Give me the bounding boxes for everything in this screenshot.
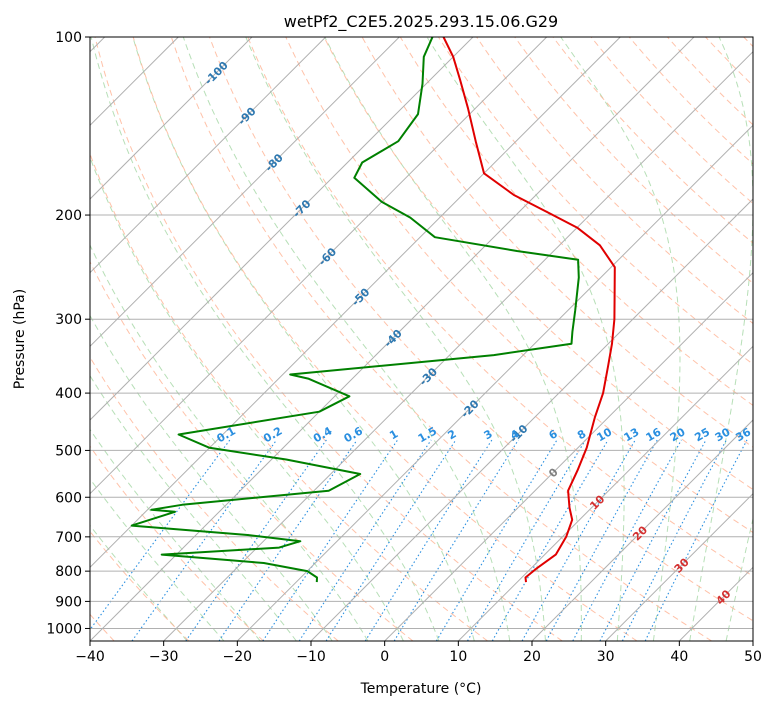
y-tick-label: 900 — [55, 594, 82, 610]
dry-adiabat — [514, 37, 753, 284]
mixing-ratio-line — [90, 439, 231, 631]
plot-frame — [89, 36, 754, 642]
x-tick-label: −20 — [223, 649, 253, 665]
dry-adiabat — [590, 37, 753, 205]
isotherm — [605, 492, 753, 641]
background-lines — [90, 37, 753, 641]
isotherm — [163, 50, 753, 641]
y-axis-label: Pressure (hPa) — [12, 289, 28, 389]
x-tick-label: 50 — [744, 649, 762, 665]
moist-adiabat — [90, 374, 297, 641]
plot-background — [90, 37, 753, 641]
y-tick-label: 300 — [55, 312, 82, 328]
dry-adiabat — [399, 37, 753, 406]
mixing-ratio-line — [393, 439, 519, 641]
dry-adiabat — [170, 37, 712, 641]
x-tick-label: 40 — [670, 649, 688, 665]
x-tick-label: 30 — [597, 649, 615, 665]
moist-adiabat — [132, 37, 475, 641]
dry-adiabat — [209, 37, 753, 622]
isotherm — [384, 271, 753, 641]
dry-adiabat — [94, 37, 563, 641]
x-tick-label: 10 — [449, 649, 467, 665]
moist-adiabat — [245, 37, 546, 641]
moist-adiabat — [90, 428, 261, 641]
moist-adiabat — [90, 524, 188, 641]
isotherm — [90, 37, 474, 421]
mixing-ratio-line — [521, 439, 636, 641]
x-tick-label: −30 — [149, 649, 179, 665]
isotherm — [531, 419, 753, 641]
dry-adiabat — [247, 37, 753, 577]
moist-adiabat — [90, 156, 404, 641]
dry-adiabat — [323, 37, 753, 491]
dry-adiabat — [476, 37, 753, 325]
y-tick-label: 800 — [55, 564, 82, 580]
isotherm — [90, 37, 400, 348]
x-axis-label: Temperature (°C) — [360, 681, 482, 697]
mixing-ratio-line — [599, 439, 707, 641]
mixing-ratio-line — [185, 439, 327, 641]
isotherm — [90, 37, 253, 200]
dewpoint-profile-line — [130, 37, 580, 583]
y-tick-label: 100 — [55, 30, 82, 46]
x-tick-label: −40 — [75, 649, 105, 665]
isotherm — [90, 37, 327, 274]
y-tick-label: 1000 — [46, 621, 82, 637]
y-tick-label: 700 — [55, 530, 82, 546]
y-tick-label: 200 — [55, 208, 82, 224]
moist-adiabat — [90, 37, 440, 641]
axes: −40 −30 −20 −10 0 10 20 30 40 50 100 200 300 400 500 60… — [46, 30, 762, 665]
moist-adiabat — [560, 37, 681, 641]
y-tick-label: 600 — [55, 490, 82, 506]
isotherm — [236, 124, 753, 641]
isotherm — [457, 345, 753, 641]
y-tick-label: 400 — [55, 386, 82, 402]
x-tick-label: 20 — [523, 649, 541, 665]
mixing-ratio-line — [435, 439, 558, 641]
x-tick-label: −10 — [296, 649, 326, 665]
chart-title: wetPf2_C2E5.2025.293.15.06.G29 — [284, 12, 558, 32]
mixing-ratio-label: 36 — [733, 425, 753, 444]
dry-adiabat — [132, 37, 638, 641]
dry-adiabat — [628, 37, 753, 165]
moist-adiabat — [324, 37, 582, 641]
mixing-ratio-line — [467, 439, 586, 641]
isotherm — [90, 37, 621, 569]
isotherm — [90, 37, 695, 641]
isotherm — [90, 37, 548, 495]
x-tick-label: 0 — [380, 649, 389, 665]
moist-adiabat — [90, 478, 225, 641]
mixing-ratio-line — [131, 439, 278, 641]
y-tick-label: 500 — [55, 443, 82, 459]
moist-adiabat — [426, 37, 625, 641]
moist-adiabat — [689, 37, 753, 641]
profiles — [130, 37, 616, 583]
mixing-ratio-line — [644, 439, 748, 641]
mixing-ratio-line — [218, 439, 358, 641]
dry-adiabat — [90, 445, 264, 641]
mixing-ratio-line — [298, 439, 432, 641]
moist-adiabat — [725, 516, 753, 641]
isotherm — [752, 640, 753, 641]
mixing-ratio-line — [491, 439, 609, 641]
temperature-profile-line — [442, 37, 616, 583]
mixing-ratio-line — [262, 439, 399, 641]
